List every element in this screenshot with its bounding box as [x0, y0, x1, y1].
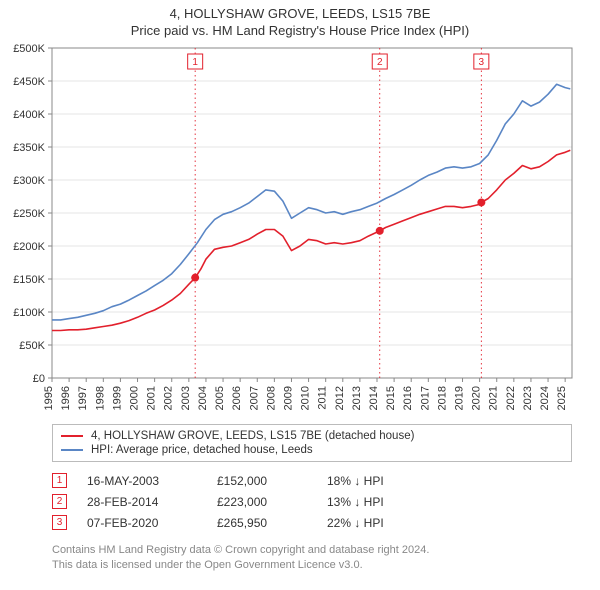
- svg-text:£250K: £250K: [13, 208, 45, 220]
- datapoint-date: 16-MAY-2003: [87, 474, 197, 488]
- svg-text:2014: 2014: [368, 386, 380, 410]
- legend-box: 4, HOLLYSHAW GROVE, LEEDS, LS15 7BE (det…: [52, 424, 572, 462]
- datapoint-price: £152,000: [217, 474, 307, 488]
- datapoint-price: £223,000: [217, 495, 307, 509]
- svg-text:£450K: £450K: [13, 76, 45, 88]
- legend-swatch: [61, 449, 83, 451]
- svg-text:£50K: £50K: [19, 340, 45, 352]
- legend-item: 4, HOLLYSHAW GROVE, LEEDS, LS15 7BE (det…: [61, 429, 563, 443]
- svg-text:1999: 1999: [111, 386, 123, 410]
- svg-text:2000: 2000: [129, 386, 141, 410]
- datapoint-marker: 2: [52, 494, 67, 509]
- svg-text:1998: 1998: [94, 386, 106, 410]
- svg-text:2002: 2002: [163, 386, 175, 410]
- svg-text:2005: 2005: [214, 386, 226, 410]
- svg-text:£300K: £300K: [13, 175, 45, 187]
- datapoint-table: 1 16-MAY-2003 £152,000 18% ↓ HPI 2 28-FE…: [52, 470, 572, 533]
- svg-text:2019: 2019: [454, 386, 466, 410]
- svg-text:2011: 2011: [317, 386, 329, 410]
- svg-text:£400K: £400K: [13, 109, 45, 121]
- datapoint-row: 2 28-FEB-2014 £223,000 13% ↓ HPI: [52, 491, 572, 512]
- chart-titles: 4, HOLLYSHAW GROVE, LEEDS, LS15 7BE Pric…: [0, 0, 600, 38]
- svg-text:£500K: £500K: [13, 43, 45, 55]
- svg-text:2015: 2015: [385, 386, 397, 410]
- legend-item: HPI: Average price, detached house, Leed…: [61, 443, 563, 457]
- datapoint-price: £265,950: [217, 516, 307, 530]
- svg-text:1995: 1995: [43, 386, 55, 410]
- datapoint-diff: 22% ↓ HPI: [327, 516, 427, 530]
- datapoint-date: 07-FEB-2020: [87, 516, 197, 530]
- svg-text:2018: 2018: [436, 386, 448, 410]
- svg-text:2023: 2023: [522, 386, 534, 410]
- svg-text:2009: 2009: [282, 386, 294, 410]
- svg-text:2024: 2024: [539, 386, 551, 410]
- svg-text:2007: 2007: [248, 386, 260, 410]
- legend-label: HPI: Average price, detached house, Leed…: [91, 444, 313, 456]
- line-chart-svg: £0 £50K £100K £150K £200K £250K £300K £350K £400…: [0, 38, 600, 418]
- svg-text:£150K: £150K: [13, 274, 45, 286]
- svg-text:2006: 2006: [231, 386, 243, 410]
- svg-text:2017: 2017: [419, 386, 431, 410]
- svg-text:2016: 2016: [402, 386, 414, 410]
- svg-text:£0: £0: [33, 373, 45, 385]
- svg-text:£100K: £100K: [13, 307, 45, 319]
- svg-text:2021: 2021: [488, 386, 500, 410]
- footer-line: This data is licensed under the Open Gov…: [52, 558, 572, 573]
- svg-text:1: 1: [192, 57, 198, 68]
- svg-text:2013: 2013: [351, 386, 363, 410]
- legend-swatch: [61, 435, 83, 437]
- chart-title-sub: Price paid vs. HM Land Registry's House …: [0, 23, 600, 38]
- svg-text:£350K: £350K: [13, 142, 45, 154]
- svg-text:1997: 1997: [77, 386, 89, 410]
- svg-text:2008: 2008: [265, 386, 277, 410]
- chart-area: £0 £50K £100K £150K £200K £250K £300K £350K £400…: [0, 38, 600, 418]
- svg-text:2020: 2020: [471, 386, 483, 410]
- datapoint-row: 1 16-MAY-2003 £152,000 18% ↓ HPI: [52, 470, 572, 491]
- datapoint-diff: 13% ↓ HPI: [327, 495, 427, 509]
- svg-text:2022: 2022: [505, 386, 517, 410]
- svg-text:2001: 2001: [146, 386, 158, 410]
- svg-text:2010: 2010: [300, 386, 312, 410]
- datapoint-row: 3 07-FEB-2020 £265,950 22% ↓ HPI: [52, 512, 572, 533]
- chart-title-address: 4, HOLLYSHAW GROVE, LEEDS, LS15 7BE: [0, 6, 600, 21]
- svg-text:1996: 1996: [60, 386, 72, 410]
- svg-text:£200K: £200K: [13, 241, 45, 253]
- legend-label: 4, HOLLYSHAW GROVE, LEEDS, LS15 7BE (det…: [91, 430, 414, 442]
- svg-text:2012: 2012: [334, 386, 346, 410]
- datapoint-diff: 18% ↓ HPI: [327, 474, 427, 488]
- datapoint-date: 28-FEB-2014: [87, 495, 197, 509]
- svg-text:2003: 2003: [180, 386, 192, 410]
- footer-attribution: Contains HM Land Registry data © Crown c…: [52, 543, 572, 573]
- svg-text:2004: 2004: [197, 386, 209, 410]
- svg-text:3: 3: [479, 57, 485, 68]
- datapoint-marker: 1: [52, 473, 67, 488]
- footer-line: Contains HM Land Registry data © Crown c…: [52, 543, 572, 558]
- svg-text:2025: 2025: [556, 386, 568, 410]
- svg-text:2: 2: [377, 57, 383, 68]
- datapoint-marker: 3: [52, 515, 67, 530]
